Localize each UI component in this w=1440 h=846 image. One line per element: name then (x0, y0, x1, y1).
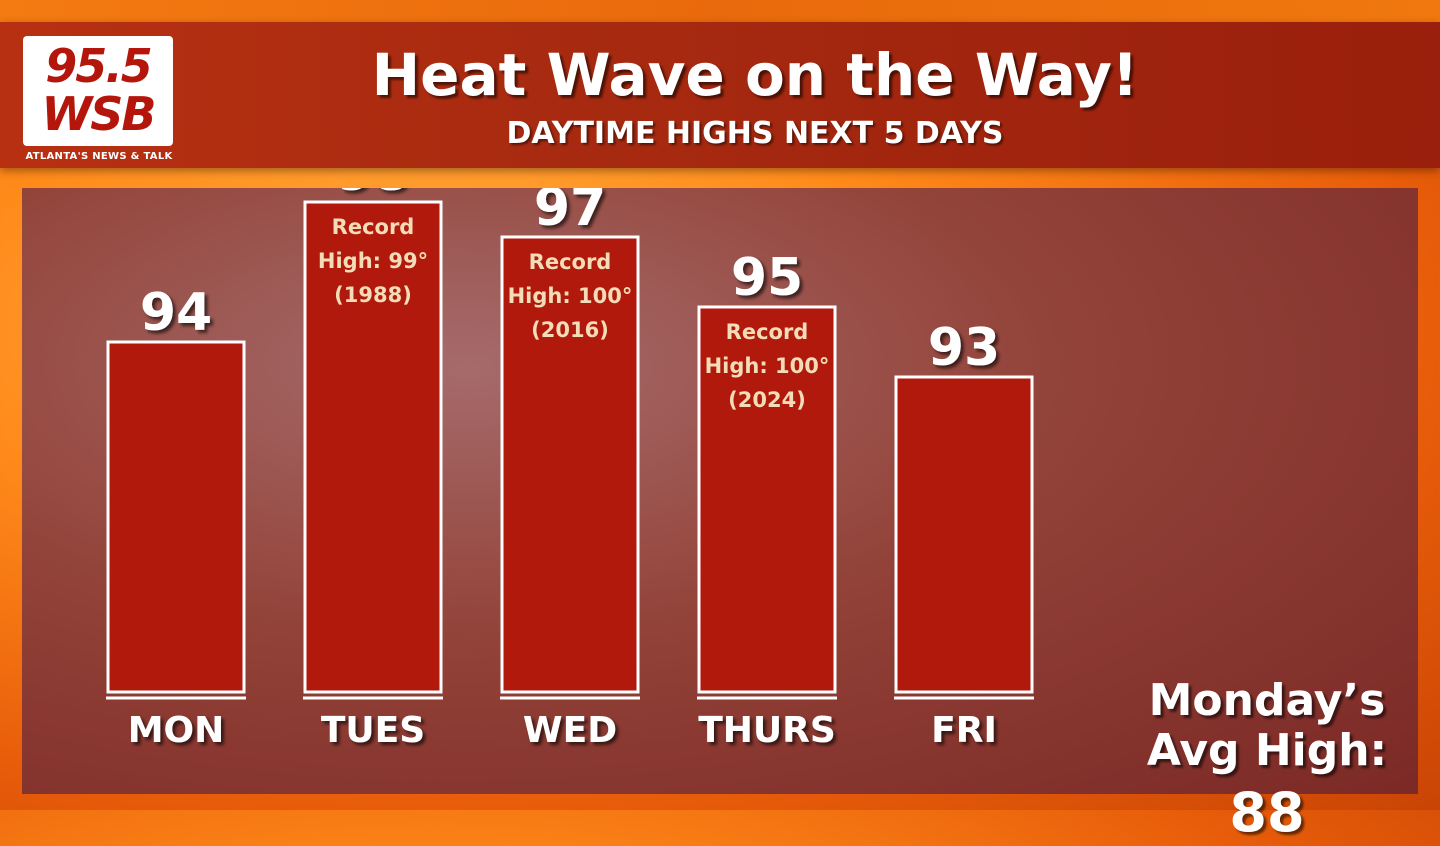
record-note-wed: High: 100° (508, 284, 633, 308)
record-note-tues: (1988) (334, 283, 412, 307)
chart-subtitle: DAYTIME HIGHS NEXT 5 DAYS (506, 116, 1004, 151)
value-label-tues: 98 (337, 188, 409, 203)
value-label-wed: 97 (534, 188, 606, 238)
record-note-thurs: High: 100° (705, 354, 830, 378)
avg-note-line2: Avg High: (1146, 725, 1388, 776)
chart-panel: 94 MON 98 TUES Record High: 99° (1988) 97 WED Rec… (22, 188, 1418, 844)
record-note-wed: Record (529, 250, 612, 274)
top-strip (0, 0, 1440, 22)
record-note-tues: Record (332, 215, 415, 239)
logo-frequency: 95.5 (45, 39, 153, 93)
category-label-fri: FRI (931, 710, 997, 751)
header-banner: 95.5 WSB ATLANTA'S NEWS & TALK Heat Wave… (0, 22, 1440, 168)
bar-mon (106, 340, 246, 694)
value-label-mon: 94 (140, 283, 212, 343)
category-label-mon: MON (128, 710, 225, 751)
value-label-fri: 93 (928, 318, 1000, 378)
bar-fri (894, 375, 1034, 694)
bar-tues (303, 200, 443, 694)
bar-chart: 94 MON 98 TUES Record High: 99° (1988) 97 WED Rec… (106, 188, 1034, 751)
category-label-tues: TUES (321, 710, 425, 751)
avg-note-value: 88 (1229, 781, 1305, 844)
value-label-thurs: 95 (731, 248, 803, 308)
logo-tagline: ATLANTA'S NEWS & TALK (25, 151, 173, 162)
record-note-wed: (2016) (531, 318, 609, 342)
category-label-wed: WED (523, 710, 617, 751)
category-label-thurs: THURS (698, 710, 836, 751)
bar-thurs (697, 305, 837, 694)
monday-average-note: Monday’s Avg High: 88 (1117, 676, 1417, 846)
station-logo: 95.5 WSB (23, 36, 173, 146)
record-note-thurs: (2024) (728, 388, 806, 412)
chart-title: Heat Wave on the Way! (371, 41, 1139, 109)
avg-note-line1: Monday’s (1148, 675, 1386, 726)
record-note-thurs: Record (726, 320, 809, 344)
bar-wed (500, 235, 640, 694)
logo-callsign: WSB (41, 87, 157, 141)
record-note-tues: High: 99° (318, 249, 428, 273)
